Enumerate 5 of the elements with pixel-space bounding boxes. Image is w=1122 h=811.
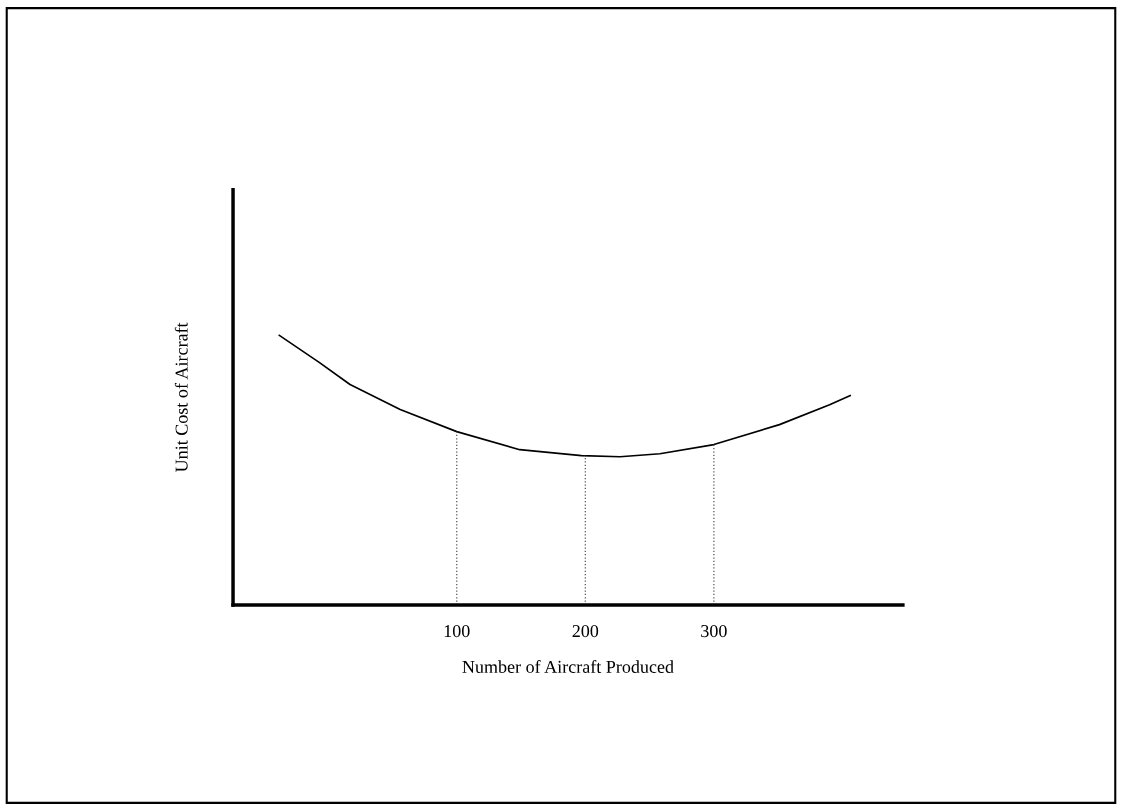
x-axis-title: Number of Aircraft Produced bbox=[462, 660, 674, 673]
y-axis-title: Unit Cost of Aircraft bbox=[174, 322, 188, 472]
x-tick-label: 100 bbox=[444, 624, 470, 638]
x-tick-label: 200 bbox=[572, 624, 599, 638]
x-tick-label: 300 bbox=[701, 624, 727, 638]
